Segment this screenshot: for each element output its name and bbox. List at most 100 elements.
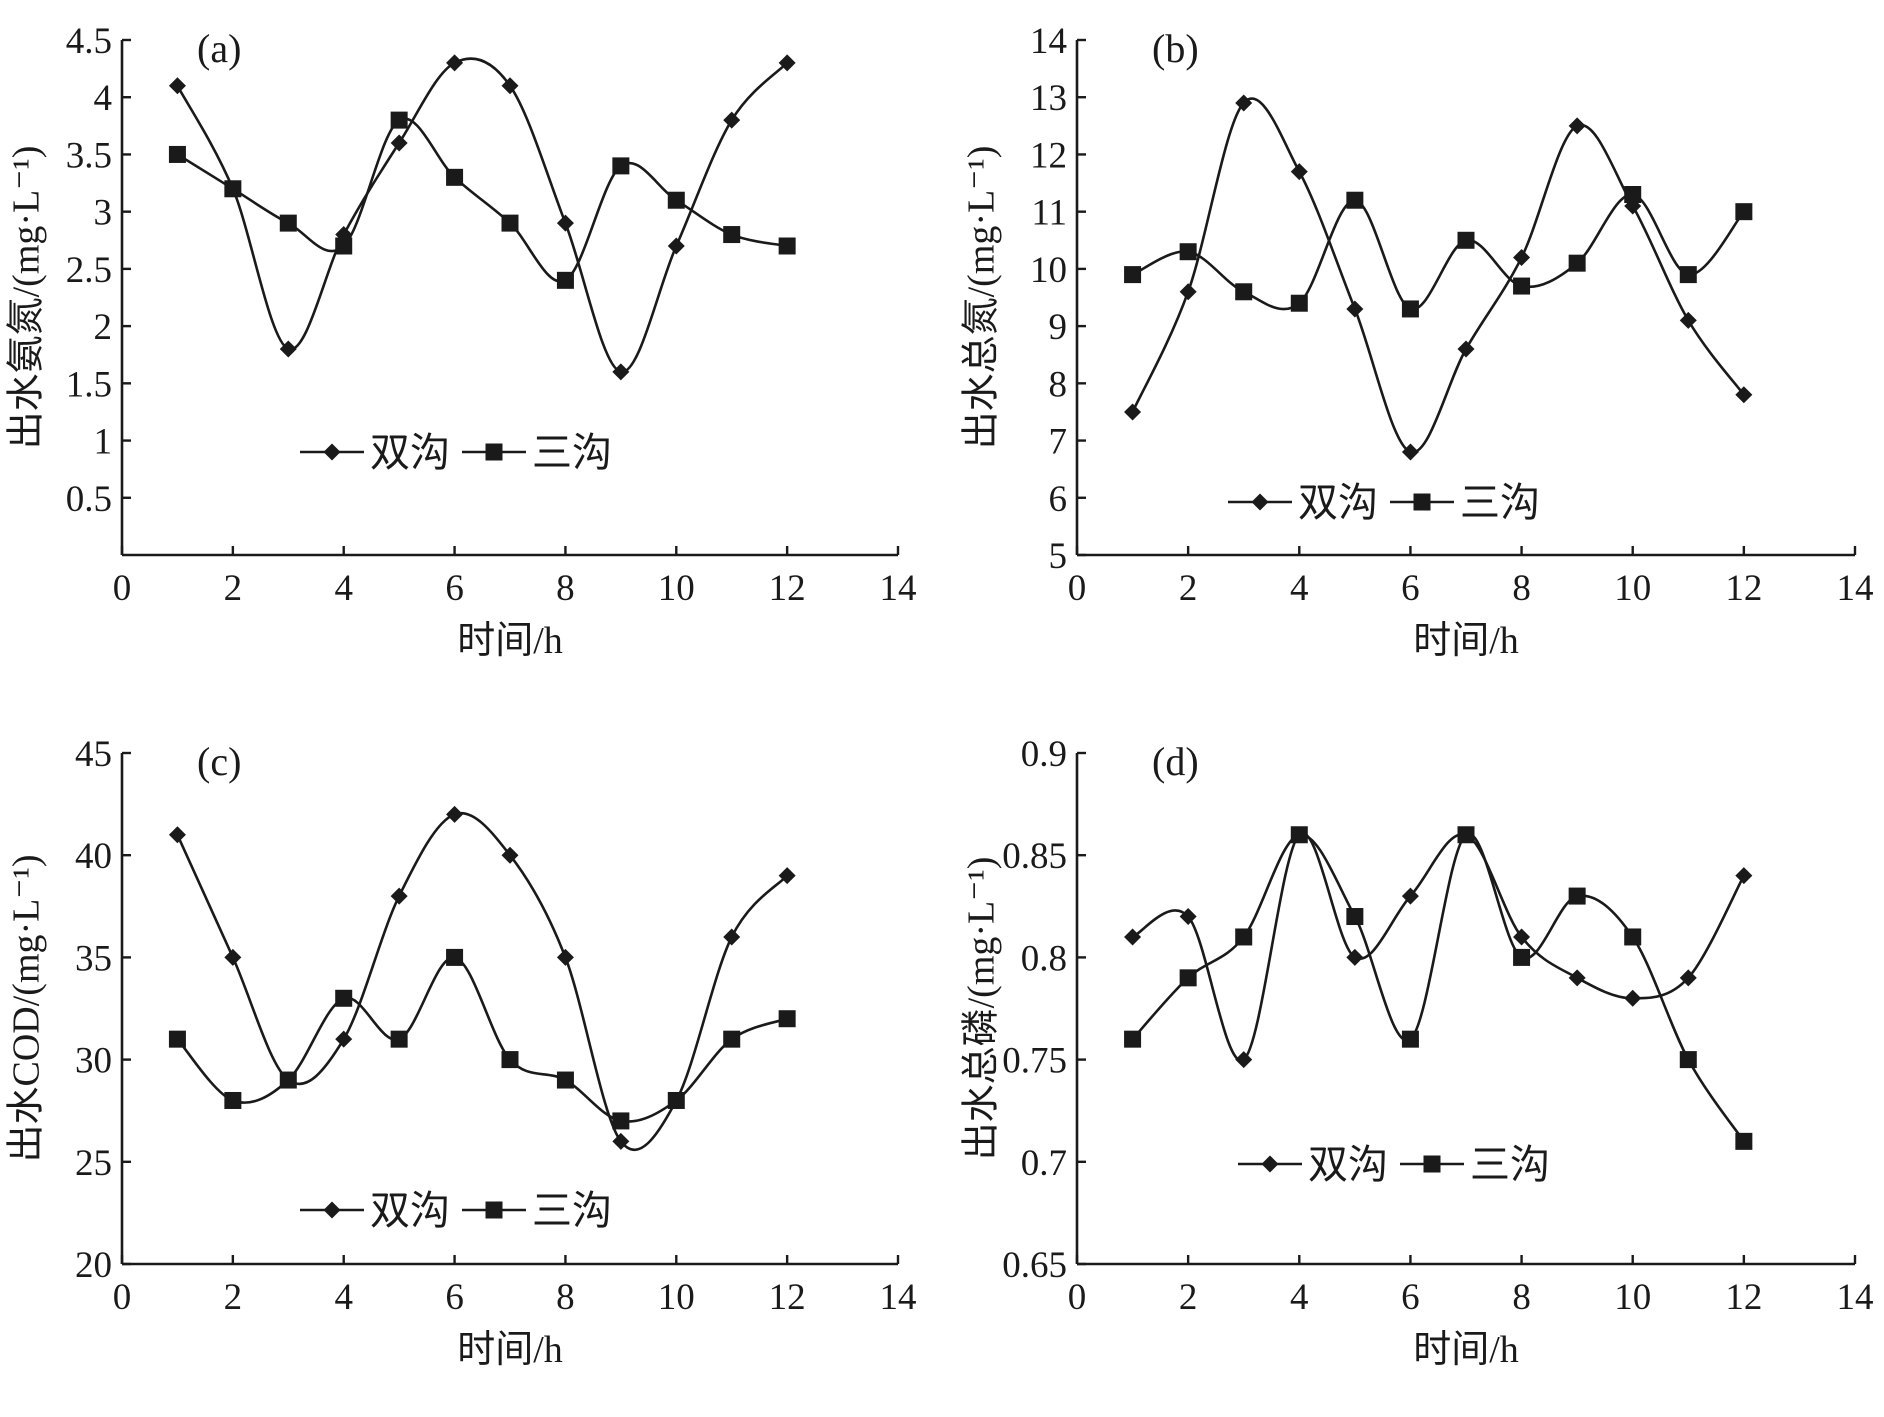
square-point [1735, 1132, 1753, 1150]
x-tick-label: 10 [658, 568, 695, 609]
diamond-point [1513, 928, 1531, 946]
square-point [723, 226, 741, 244]
diamond-point [667, 237, 685, 255]
square-point [1513, 948, 1531, 966]
diamond-point [612, 363, 630, 381]
series-2 [168, 948, 796, 1130]
legend-label-2: 三沟 [1470, 1142, 1550, 1187]
x-axis-title: 时间/h [1413, 1329, 1519, 1371]
x-tick-label: 0 [113, 568, 132, 609]
legend-label-1: 双沟 [1298, 480, 1378, 525]
y-tick-label: 7 [1049, 422, 1068, 463]
series-1-line [1131, 831, 1746, 1062]
legend-label-2: 三沟 [532, 1188, 612, 1233]
x-tick-label: 6 [445, 1277, 464, 1318]
legend-marker-1 [1251, 493, 1269, 511]
square-point [556, 271, 574, 289]
series-2-line [176, 956, 788, 1123]
diamond-point [1179, 283, 1197, 301]
diamond-point [556, 948, 574, 966]
legend: 双沟 三沟 [300, 1188, 612, 1233]
y-tick-label: 14 [1030, 21, 1067, 62]
square-point [1346, 191, 1364, 209]
square-point [1179, 969, 1197, 987]
diamond-point [168, 826, 186, 844]
legend-marker-1 [323, 1201, 341, 1219]
x-tick-label: 0 [113, 1277, 132, 1318]
y-axis-title: 出水总磷/(mg·L⁻¹) [961, 857, 1003, 1161]
legend-marker-1 [1261, 1155, 1279, 1173]
legend-label-2: 三沟 [1460, 480, 1540, 525]
legend-label-2: 三沟 [532, 430, 612, 475]
y-tick-label: 25 [75, 1143, 112, 1184]
diamond-point [1401, 887, 1419, 905]
x-axis-title: 时间/h [1413, 620, 1519, 662]
diamond-point [1735, 867, 1753, 885]
panel-label: (b) [1152, 26, 1199, 71]
diamond-point [1457, 340, 1475, 358]
legend: 双沟 三沟 [1238, 1142, 1550, 1187]
y-tick-label: 0.7 [1021, 1143, 1067, 1184]
square-point [1235, 283, 1253, 301]
legend-label-1: 双沟 [1308, 1142, 1388, 1187]
series-2 [1124, 826, 1753, 1150]
x-tick-label: 14 [880, 568, 917, 609]
square-point [168, 145, 186, 163]
square-point [335, 237, 353, 255]
legend-marker-2 [1413, 493, 1431, 511]
series-2 [168, 111, 796, 289]
y-axis-title: 出水总氮/(mg·L⁻¹) [961, 146, 1003, 450]
x-tick-label: 0 [1068, 568, 1087, 609]
panel-label: (c) [197, 739, 241, 784]
square-point [279, 1071, 297, 1089]
series-1-line [176, 811, 789, 1152]
square-point [1679, 266, 1697, 284]
y-tick-label: 10 [1030, 250, 1067, 291]
diamond-point [501, 77, 519, 95]
y-tick-label: 4.5 [66, 21, 112, 62]
series-1 [168, 805, 796, 1152]
square-point [778, 1010, 796, 1028]
diamond-point [1124, 403, 1142, 421]
x-tick-label: 10 [658, 1277, 695, 1318]
y-tick-label: 0.5 [66, 479, 112, 520]
x-tick-label: 6 [1401, 568, 1420, 609]
square-point [168, 1030, 186, 1048]
diamond-point [390, 134, 408, 152]
chart-d: 0 2 4 6 8 10 12 14 0.65 0.7 0.75 0.8 0.85 0.9 (d) 时间/h 出… [961, 734, 1874, 1371]
series-1-line [176, 57, 789, 374]
diamond-point [1624, 989, 1642, 1007]
square-point [556, 1071, 574, 1089]
square-point [501, 1051, 519, 1069]
diamond-point [168, 77, 186, 95]
x-tick-label: 8 [556, 1277, 575, 1318]
diamond-point [1235, 1051, 1253, 1069]
square-point [1457, 826, 1475, 844]
diamond-point [778, 54, 796, 72]
diamond-point [1290, 163, 1308, 181]
diamond-point [778, 867, 796, 885]
y-tick-label: 0.9 [1021, 734, 1067, 775]
square-point [667, 191, 685, 209]
legend-marker-2 [485, 1201, 503, 1219]
x-axis-title: 时间/h [457, 620, 563, 662]
series-2 [1124, 186, 1753, 318]
diamond-point [556, 214, 574, 232]
y-tick-label: 6 [1049, 479, 1068, 520]
diamond-point [1346, 948, 1364, 966]
diamond-point [1124, 928, 1142, 946]
chart-a: 0 2 4 6 8 10 12 14 0.5 1 1.5 2 2.5 3 3.5 4 4.5 (a) 时间/h 出水氨… [6, 21, 917, 662]
square-point [390, 111, 408, 129]
y-tick-label: 1.5 [66, 364, 112, 405]
square-point [778, 237, 796, 255]
diamond-point [446, 805, 464, 823]
y-tick-label: 5 [1049, 536, 1068, 577]
x-tick-label: 12 [1725, 568, 1762, 609]
y-axis-title: 出水COD/(mg·L⁻¹) [6, 855, 48, 1163]
series-1-line [1131, 97, 1745, 454]
x-tick-label: 14 [1837, 1277, 1874, 1318]
x-tick-label: 14 [1837, 568, 1874, 609]
square-point [446, 168, 464, 186]
square-point [1401, 300, 1419, 318]
square-point [224, 180, 242, 198]
